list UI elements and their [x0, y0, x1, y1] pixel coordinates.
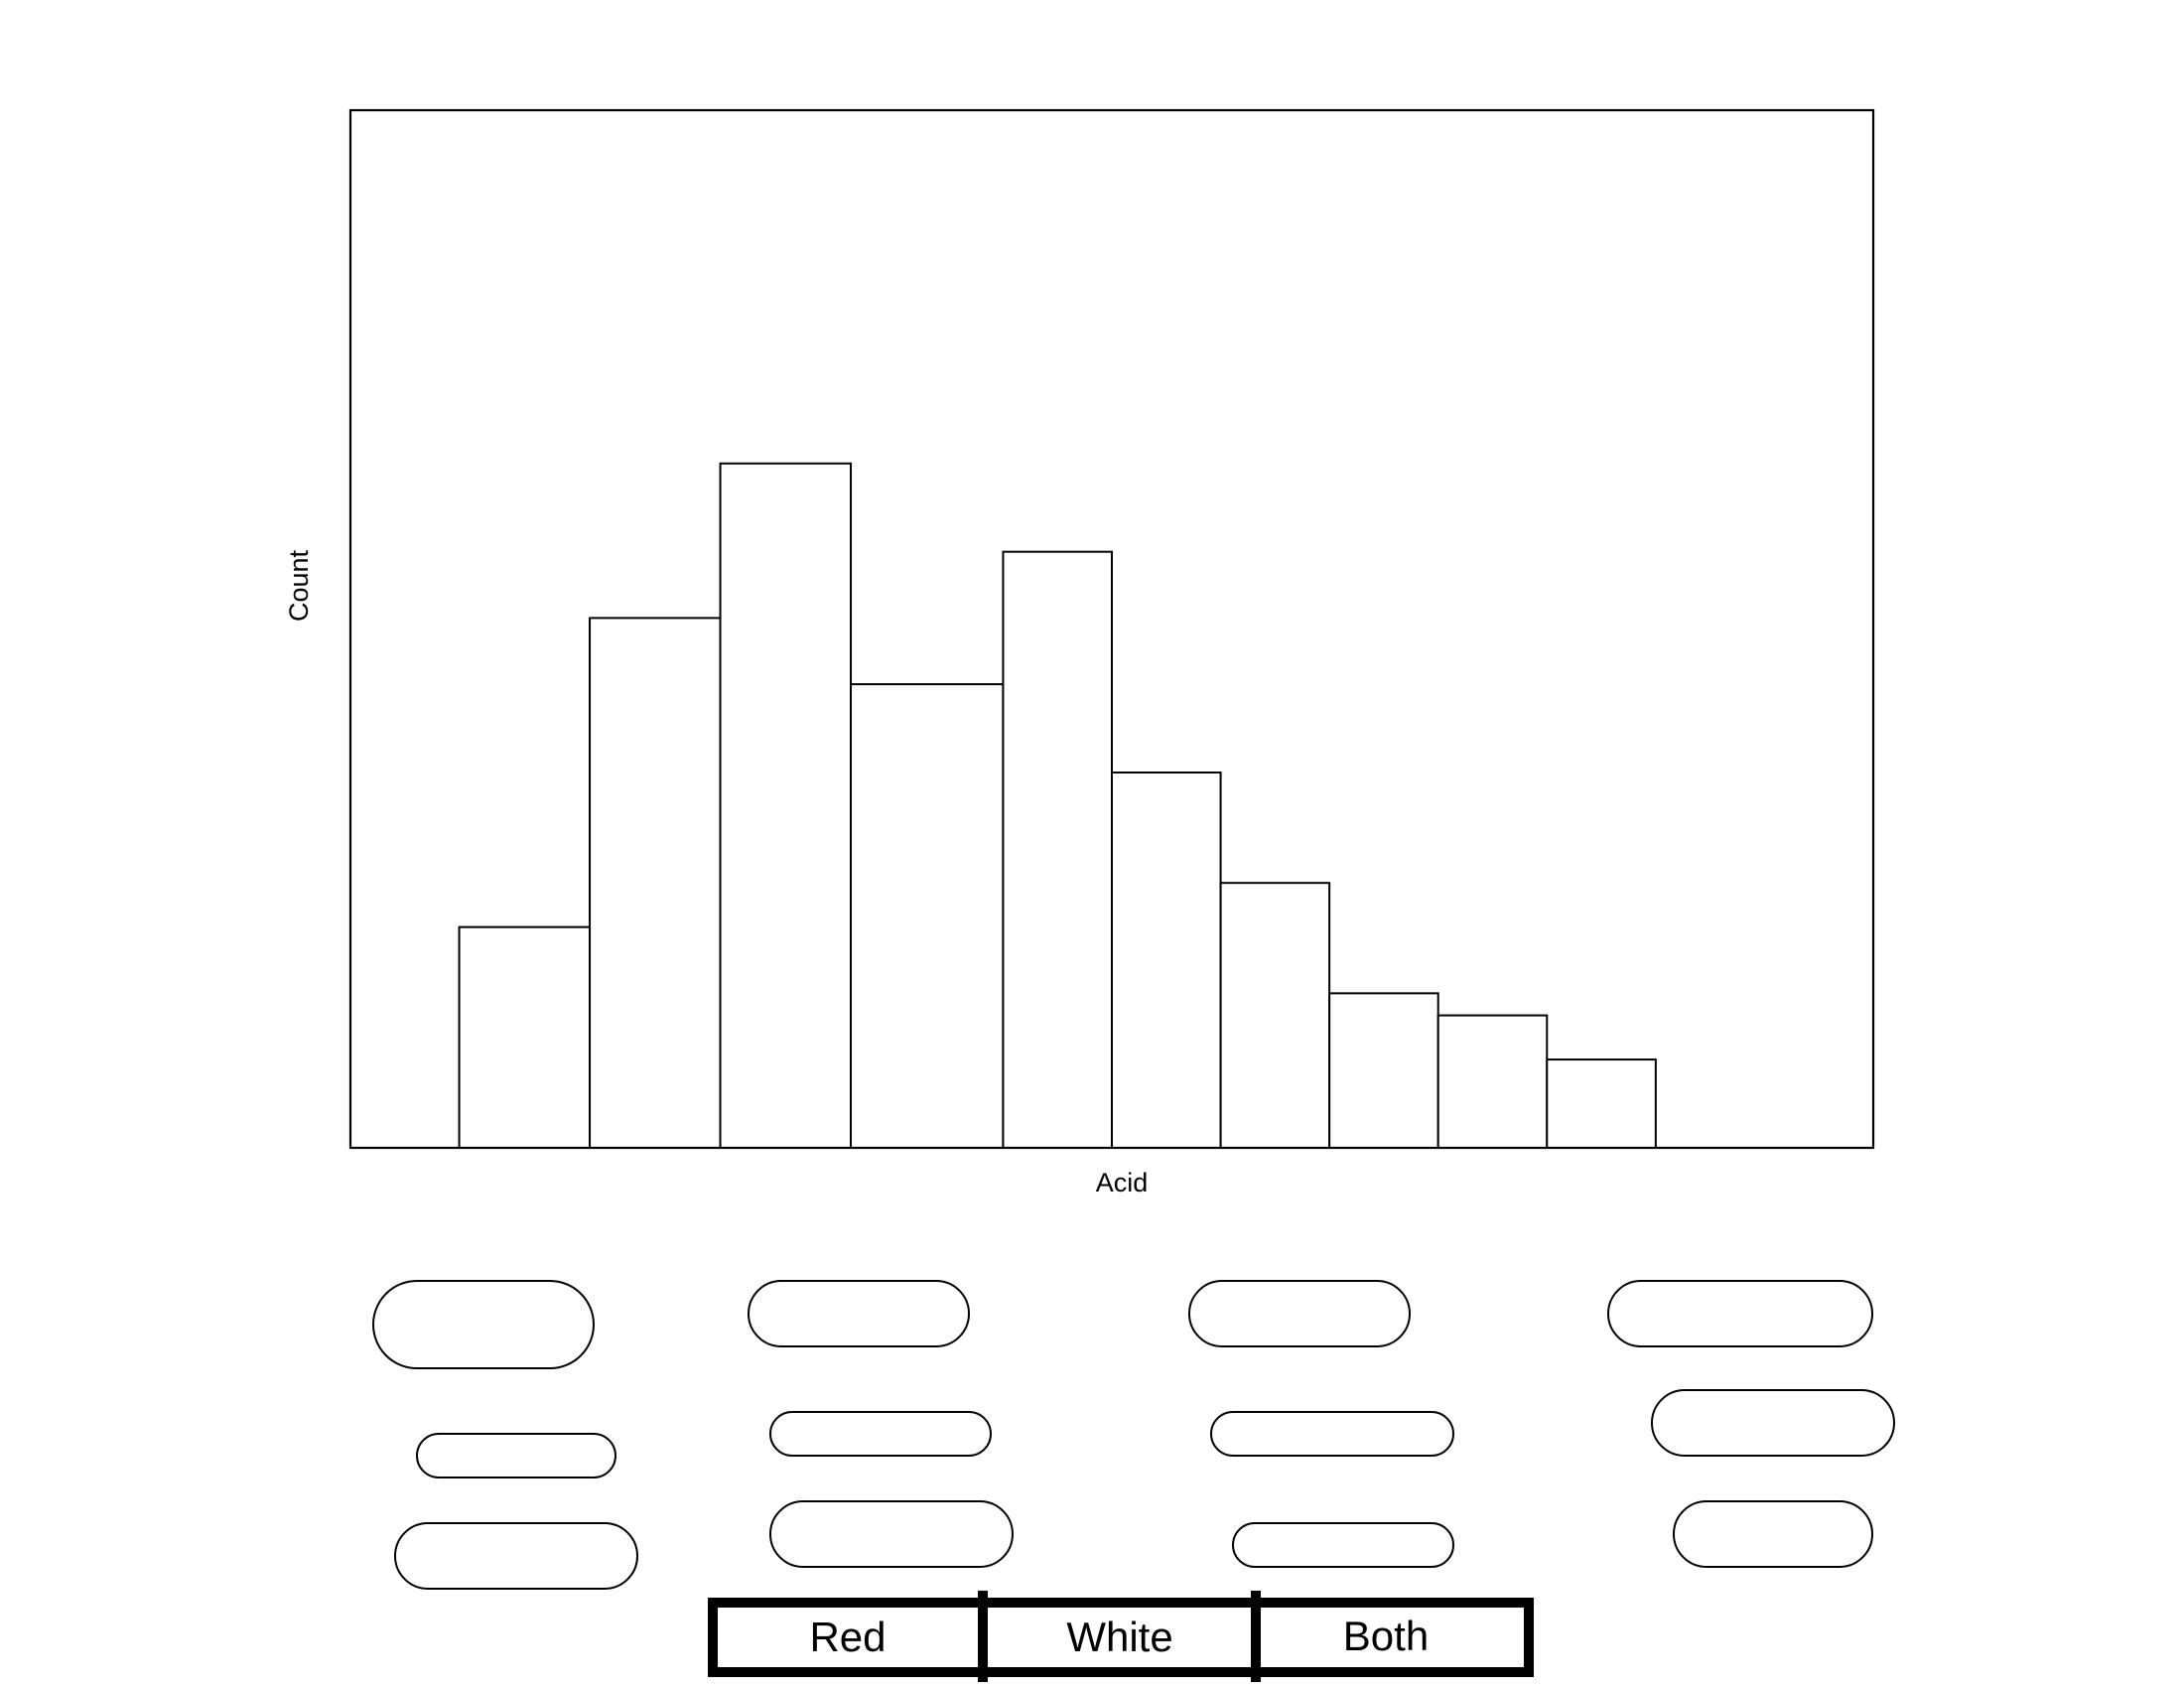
histogram-bar-3 [719, 462, 853, 1149]
y-axis-label: Count [284, 549, 314, 622]
histogram-bar-4 [850, 683, 1005, 1149]
answer-slot[interactable] [1232, 1522, 1454, 1568]
segment-red-label: Red [809, 1614, 886, 1660]
wine-type-selector: Red White Both [708, 1591, 1534, 1682]
answer-slot[interactable] [416, 1433, 616, 1478]
segment-both-label: Both [1343, 1613, 1429, 1659]
answer-slot[interactable] [1673, 1500, 1873, 1568]
segment-white-label: White [1066, 1614, 1172, 1660]
histogram-bar-2 [589, 617, 722, 1149]
histogram-bar-1 [458, 925, 592, 1149]
histogram-bar-10 [1546, 1058, 1657, 1150]
histogram-bar-5 [1002, 550, 1114, 1149]
answer-slot[interactable] [1210, 1411, 1454, 1457]
segmented-control-frame [708, 1598, 1534, 1677]
histogram-bar-9 [1436, 1014, 1549, 1150]
x-axis-label: Acid [1096, 1168, 1149, 1197]
histogram-bar-8 [1328, 992, 1439, 1149]
answer-slot[interactable] [769, 1500, 1014, 1568]
answer-slot[interactable] [1651, 1389, 1895, 1457]
histogram-bar-7 [1219, 882, 1331, 1149]
plot-frame [348, 108, 1875, 1150]
answer-slot[interactable] [748, 1280, 970, 1347]
answer-slot[interactable] [1188, 1280, 1411, 1347]
answer-slot[interactable] [1607, 1280, 1873, 1347]
answer-slot[interactable] [394, 1522, 638, 1590]
answer-slot[interactable] [769, 1411, 992, 1457]
histogram-bar-6 [1111, 772, 1222, 1150]
answer-slot[interactable] [372, 1280, 595, 1369]
answer-slots [372, 1280, 1895, 1590]
histogram-bars [458, 462, 1657, 1150]
